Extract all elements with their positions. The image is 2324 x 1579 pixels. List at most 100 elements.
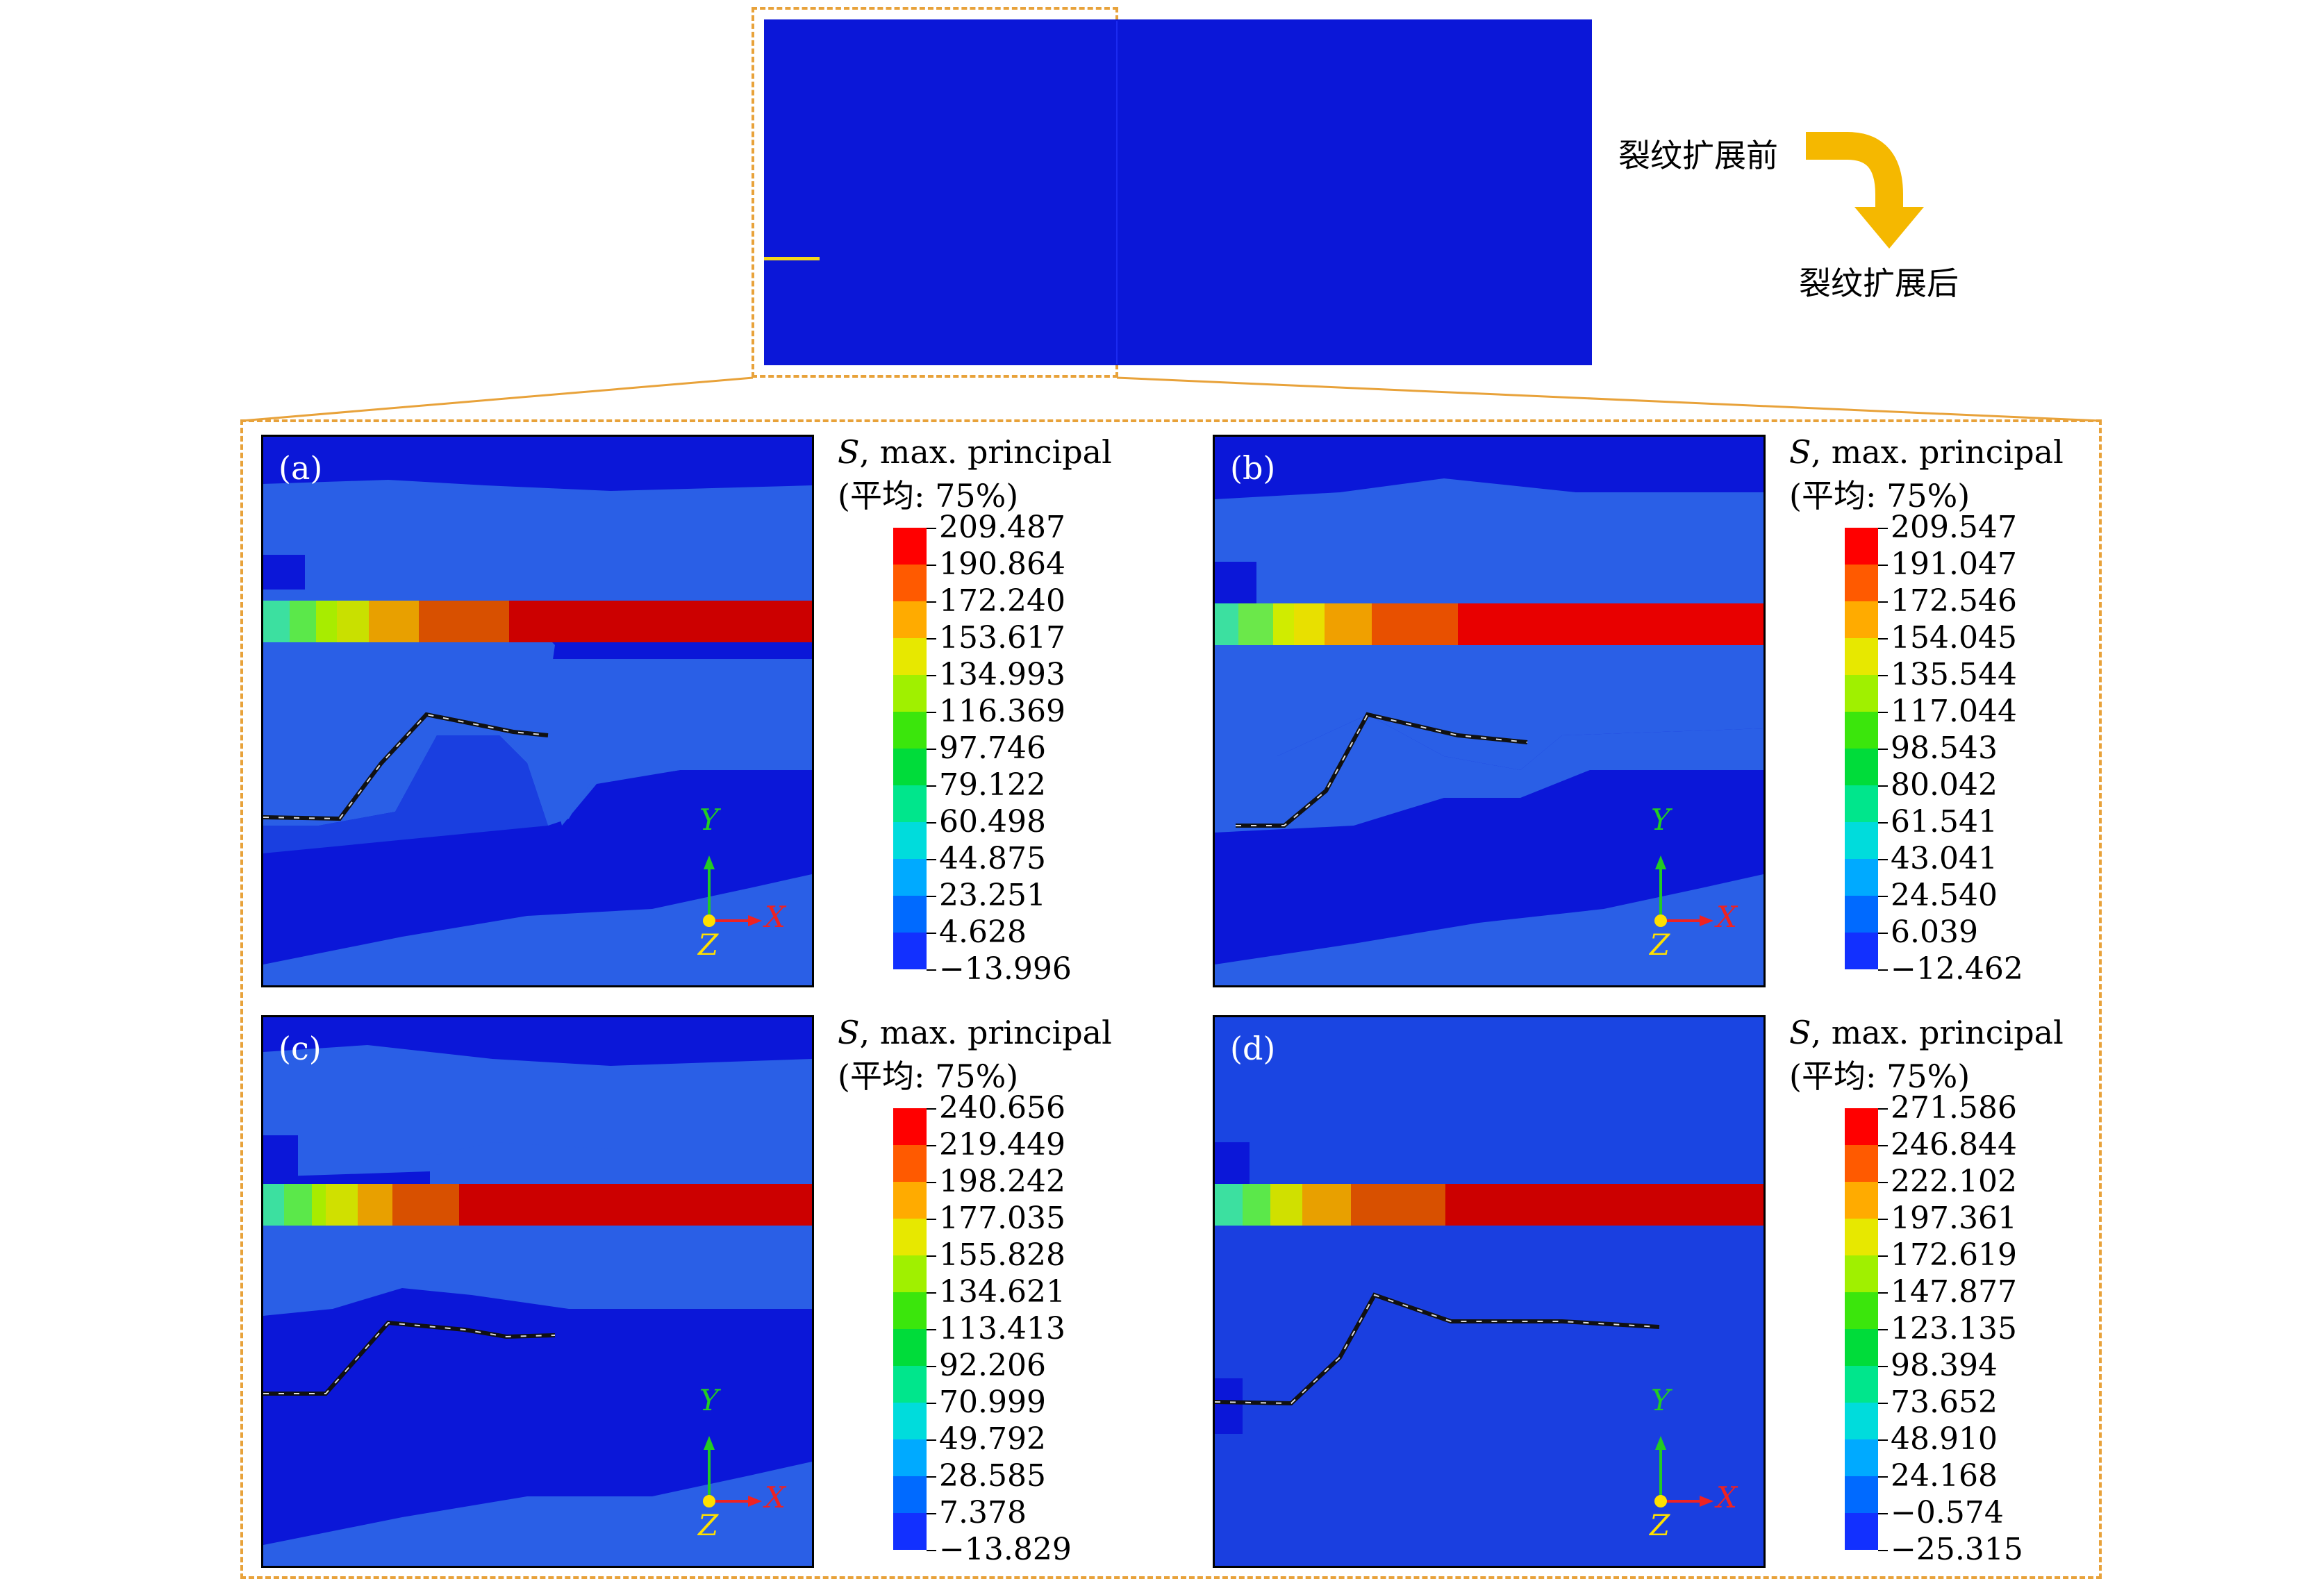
colorbar-tick — [927, 1550, 936, 1551]
panel-d-contour: (d) — [1213, 1015, 1766, 1568]
axis-label-y: Y — [1651, 803, 1670, 837]
colorbar-segment — [1845, 1366, 1878, 1403]
colorbar-value-label: 98.394 — [1891, 1348, 1998, 1383]
colorbar-value-label: 80.042 — [1891, 767, 1998, 803]
colorbar-segment — [1845, 749, 1878, 785]
colorbar-tick — [927, 1403, 936, 1404]
colorbar-segment — [1845, 1108, 1878, 1145]
panel-c-contour: (c) — [261, 1015, 814, 1568]
colorbar-tick — [927, 933, 936, 934]
colorbar-segment — [893, 1145, 927, 1182]
colorbar-value-label: 197.361 — [1891, 1201, 2017, 1236]
panel-d-colorbar — [1845, 1108, 1878, 1550]
colorbar-value-label: 24.540 — [1891, 878, 1998, 913]
colorbar-value-label: 116.369 — [939, 694, 1065, 729]
panel-a-contour: (a) — [261, 435, 814, 987]
axis-label-z: Z — [698, 1508, 719, 1542]
colorbar-segment — [1845, 675, 1878, 712]
colorbar-segment — [1845, 712, 1878, 749]
colorbar-segment — [893, 528, 927, 565]
colorbar-segment — [893, 712, 927, 749]
colorbar-value-label: 79.122 — [939, 767, 1046, 803]
colorbar-value-label: 49.792 — [939, 1421, 1046, 1457]
colorbar-segment — [893, 859, 927, 896]
colorbar-value-label: 28.585 — [939, 1458, 1046, 1494]
colorbar-value-label: 134.993 — [939, 657, 1065, 692]
initial-crack — [764, 257, 820, 260]
colorbar-tick — [1878, 1255, 1888, 1257]
colorbar-tick — [927, 601, 936, 603]
colorbar-value-label: 209.547 — [1891, 510, 2017, 545]
colorbar-tick — [1878, 638, 1888, 640]
colorbar-value-label: −13.829 — [939, 1532, 1072, 1567]
colorbar-segment — [893, 1255, 927, 1292]
colorbar-segment — [1845, 1145, 1878, 1182]
panel-c-legend-title: S, max. principal — [838, 1014, 1112, 1051]
colorbar-tick — [927, 675, 936, 676]
colorbar-tick — [927, 822, 936, 824]
colorbar-value-label: 172.619 — [1891, 1237, 2017, 1273]
axis-label-y: Y — [1651, 1383, 1670, 1417]
colorbar-value-label: 153.617 — [939, 620, 1065, 655]
colorbar-segment — [893, 749, 927, 785]
colorbar-segment — [893, 1366, 927, 1403]
colorbar-value-label: −12.462 — [1891, 951, 2023, 987]
colorbar-segment — [893, 638, 927, 675]
colorbar-segment — [893, 1403, 927, 1439]
colorbar-value-label: 4.628 — [939, 914, 1027, 950]
colorbar-tick — [927, 638, 936, 640]
colorbar-tick — [1878, 601, 1888, 603]
colorbar-segment — [1845, 528, 1878, 565]
colorbar-value-label: 48.910 — [1891, 1421, 1998, 1457]
colorbar-value-label: 123.135 — [1891, 1311, 2017, 1346]
colorbar-value-label: 209.487 — [939, 510, 1065, 545]
colorbar-tick — [927, 896, 936, 897]
colorbar-tick — [1878, 969, 1888, 971]
colorbar-tick — [1878, 896, 1888, 897]
axis-label-x: X — [1716, 900, 1737, 934]
colorbar-value-label: 60.498 — [939, 804, 1046, 839]
colorbar-tick — [927, 1476, 936, 1478]
colorbar-value-label: 177.035 — [939, 1201, 1065, 1236]
colorbar-value-label: 44.875 — [939, 841, 1046, 876]
axis-label-z: Z — [698, 928, 719, 962]
colorbar-tick — [1878, 749, 1888, 750]
colorbar-segment — [893, 1182, 927, 1219]
colorbar-value-label: 24.168 — [1891, 1458, 1998, 1494]
colorbar-segment — [893, 565, 927, 601]
colorbar-segment — [1845, 896, 1878, 933]
colorbar-value-label: 113.413 — [939, 1311, 1065, 1346]
colorbar-tick — [1878, 1476, 1888, 1478]
axis-label-z: Z — [1650, 1508, 1670, 1542]
colorbar-segment — [893, 1292, 927, 1329]
colorbar-segment — [1845, 1182, 1878, 1219]
colorbar-value-label: 219.449 — [939, 1127, 1065, 1162]
colorbar-segment — [893, 896, 927, 933]
colorbar-tick — [1878, 1329, 1888, 1330]
axis-label-x: X — [1716, 1480, 1737, 1514]
colorbar-segment — [893, 1439, 927, 1476]
panel-c-colorbar — [893, 1108, 927, 1550]
colorbar-value-label: 222.102 — [1891, 1164, 2017, 1199]
colorbar-segment — [893, 1513, 927, 1550]
colorbar-tick — [927, 1255, 936, 1257]
colorbar-tick — [1878, 1292, 1888, 1294]
colorbar-segment — [1845, 565, 1878, 601]
colorbar-segment — [893, 1219, 927, 1255]
colorbar-tick — [927, 1439, 936, 1441]
colorbar-tick — [1878, 1513, 1888, 1514]
colorbar-tick — [1878, 933, 1888, 934]
colorbar-value-label: 6.039 — [1891, 914, 1978, 950]
colorbar-tick — [1878, 1439, 1888, 1441]
axis-triad-icon — [1654, 1436, 1713, 1507]
colorbar-value-label: 271.586 — [1891, 1090, 2017, 1126]
colorbar-segment — [1845, 638, 1878, 675]
axis-label-z: Z — [1650, 928, 1670, 962]
colorbar-segment — [893, 785, 927, 822]
colorbar-tick — [927, 1329, 936, 1330]
axis-triad-icon — [1654, 855, 1713, 927]
colorbar-tick — [927, 1366, 936, 1367]
colorbar-tick — [1878, 675, 1888, 676]
colorbar-tick — [927, 1145, 936, 1146]
colorbar-value-label: 135.544 — [1891, 657, 2017, 692]
